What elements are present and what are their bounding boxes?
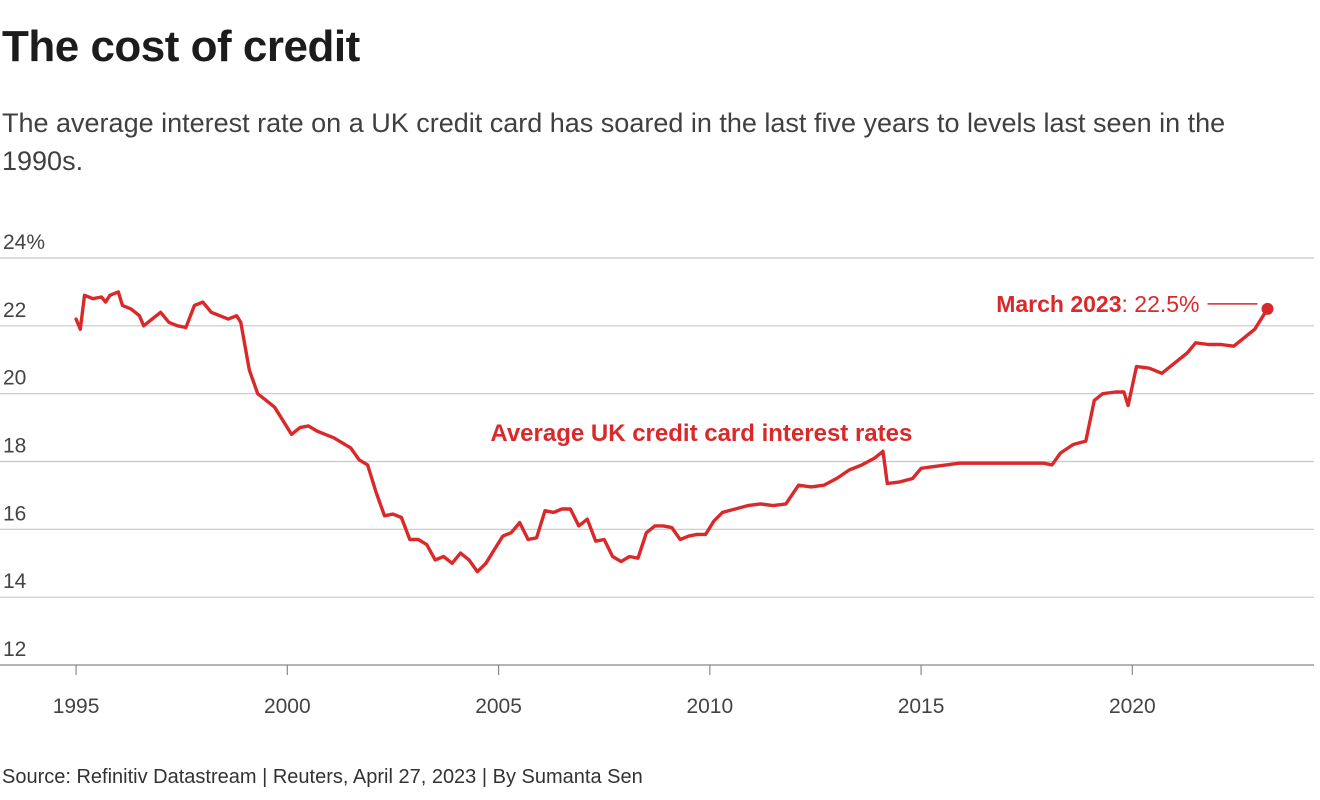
series-line-credit-card-rate bbox=[74, 290, 1270, 574]
x-tick-label: 2010 bbox=[686, 695, 733, 718]
y-tick-label: 20 bbox=[3, 367, 26, 390]
chart-title: The cost of credit bbox=[2, 22, 360, 71]
gridlines bbox=[0, 257, 1314, 598]
x-tick-label: 2020 bbox=[1109, 695, 1156, 718]
x-tick-label: 2000 bbox=[264, 695, 311, 718]
x-tick-label: 2005 bbox=[475, 695, 522, 718]
x-axis-ticks: 1995 2000 2005 2010 2015 2020 bbox=[53, 665, 1156, 718]
latest-value-annotation: March 2023: 22.5% bbox=[996, 291, 1199, 317]
source-note: Source: Refinitiv Datastream | Reuters, … bbox=[2, 766, 643, 788]
y-axis-ticks: 24% 22 20 18 16 14 12 bbox=[3, 231, 45, 661]
y-tick-label: 18 bbox=[3, 435, 26, 458]
chart-subtitle: The average interest rate on a UK credit… bbox=[2, 108, 1226, 176]
end-point-marker bbox=[1261, 302, 1274, 315]
y-tick-label: 24% bbox=[3, 231, 45, 254]
latest-value-date: March 2023 bbox=[996, 291, 1121, 317]
x-tick-label: 1995 bbox=[53, 695, 100, 718]
y-tick-label: 12 bbox=[3, 638, 26, 661]
y-tick-label: 22 bbox=[3, 299, 26, 322]
x-tick-label: 2015 bbox=[898, 695, 945, 718]
latest-value-number: : 22.5% bbox=[1122, 291, 1200, 317]
y-tick-label: 14 bbox=[3, 570, 27, 593]
series-label: Average UK credit card interest rates bbox=[490, 420, 912, 447]
y-tick-label: 16 bbox=[3, 502, 26, 525]
